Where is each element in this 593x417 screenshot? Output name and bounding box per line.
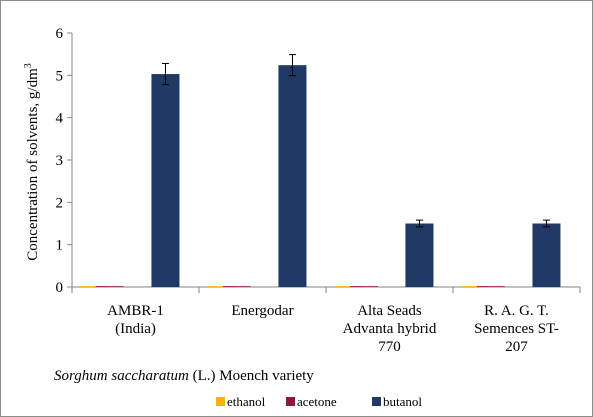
- bar-acetone: [222, 286, 251, 287]
- bar-ethanol: [80, 286, 109, 287]
- x-category-label: AMBR-1: [107, 303, 164, 319]
- bar-butanol: [532, 223, 561, 287]
- x-axis-label-rest: (L.) Moench variety: [189, 368, 314, 384]
- x-category-label: (India): [115, 321, 156, 337]
- x-category-label: Semences ST-: [474, 321, 559, 337]
- bar-ethanol: [334, 286, 363, 287]
- bar-acetone: [476, 286, 505, 287]
- y-tick-label: 5: [56, 68, 64, 84]
- bar-ethanol: [461, 286, 490, 287]
- legend-label-ethanol: ethanol: [227, 394, 266, 409]
- legend-label-acetone: acetone: [297, 394, 337, 409]
- x-category-label: 770: [378, 339, 401, 355]
- x-category-label: Energodar: [231, 303, 293, 319]
- y-axis-label-main: Concentration of solvents, g/dm: [25, 68, 41, 261]
- legend: ethanol acetone butanol: [216, 394, 422, 409]
- y-tick-label: 0: [56, 280, 64, 296]
- x-category-label: Alta Seads: [357, 303, 422, 319]
- x-category-label: R. A. G. T.: [484, 303, 549, 319]
- x-axis-label-italic: Sorghum saccharatum: [54, 368, 189, 384]
- y-tick-label: 4: [56, 111, 64, 127]
- bar-acetone: [95, 286, 124, 287]
- y-tick-label: 3: [56, 153, 64, 169]
- y-tick-label: 1: [56, 238, 64, 254]
- bar-acetone: [349, 286, 378, 287]
- bar-butanol: [278, 65, 307, 287]
- x-category-labels: AMBR-1 (India) Energodar Alta Seads Advanta …: [107, 303, 559, 355]
- legend-swatch-butanol: [372, 397, 381, 406]
- axes: [67, 32, 581, 293]
- bar-butanol: [151, 74, 180, 288]
- x-category-label: Advanta hybrid: [343, 321, 437, 337]
- y-tick-label: 6: [56, 26, 64, 42]
- legend-swatch-ethanol: [216, 397, 225, 406]
- legend-label-butanol: butanol: [383, 394, 422, 409]
- bar-ethanol: [207, 286, 236, 287]
- bars: [80, 54, 561, 288]
- x-axis-label: Sorghum saccharatum (L.) Moench variety: [54, 368, 314, 384]
- legend-swatch-acetone: [286, 397, 295, 406]
- y-axis-label-sup: 3: [23, 63, 34, 68]
- x-category-label: 207: [505, 339, 528, 355]
- y-tick-label: 2: [56, 195, 64, 211]
- y-axis-label: Concentration of solvents, g/dm3: [23, 63, 41, 260]
- bar-butanol: [405, 223, 434, 287]
- y-tick-labels: 0 1 2 3 4 5 6: [56, 26, 64, 296]
